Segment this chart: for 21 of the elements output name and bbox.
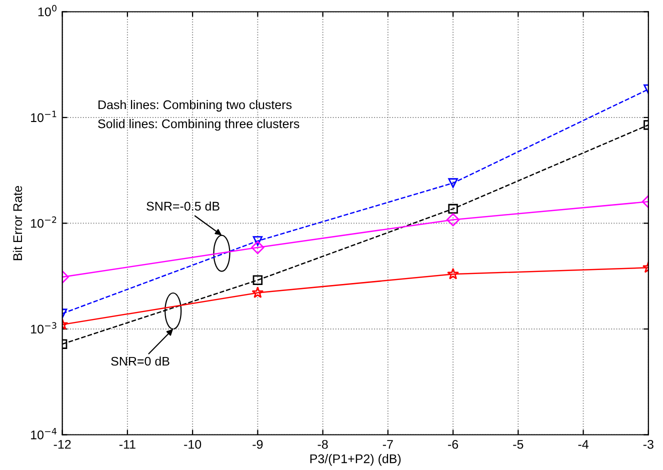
y-tick-label: 10$^{−1}$: [31, 110, 56, 122]
y-tick-label: 10$^{−2}$: [31, 216, 56, 228]
x-tick-label: -11: [119, 440, 136, 449]
y-tick-label: 10$^{0}$: [38, 4, 56, 16]
x-tick-label: -3: [643, 440, 654, 449]
y-tick-label: 10$^{−4}$: [31, 428, 57, 440]
x-tick-label: -12: [54, 440, 71, 449]
x-tick-label: -5: [513, 440, 524, 449]
annotation: Dash lines: Combining two clusters: [98, 100, 292, 112]
x-tick-label: -8: [318, 440, 328, 449]
x-tick-label: -9: [252, 440, 263, 449]
annotation: SNR=-0.5 dB: [146, 201, 220, 211]
annotation: SNR=0 dB: [111, 356, 170, 366]
x-tick-label: -6: [448, 440, 458, 449]
y-tick-label: 10$^{−3}$: [31, 322, 56, 334]
y-axis-title: Bit Error Rate: [12, 186, 22, 260]
x-tick-label: -4: [578, 440, 588, 449]
x-axis-title: P3/(P1+P2) (dB): [310, 454, 401, 466]
annotation: Solid lines: Combining three clusters: [98, 119, 300, 131]
x-tick-label: -7: [382, 440, 393, 449]
x-tick-label: -10: [184, 440, 202, 449]
